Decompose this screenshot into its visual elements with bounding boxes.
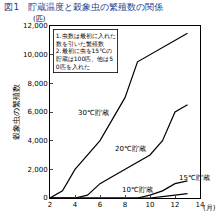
svg-text:20℃貯蔵: 20℃貯蔵 (115, 145, 146, 153)
svg-text:図1 貯蔵温度と穀象虫の繁殖数の関係: 図1 貯蔵温度と穀象虫の繁殖数の関係 (4, 2, 163, 12)
svg-text:12,000: 12,000 (23, 22, 48, 30)
svg-text:10,000: 10,000 (23, 51, 48, 59)
svg-text:8,000: 8,000 (28, 80, 48, 88)
svg-text:穀象虫の繁殖数: 穀象虫の繁殖数 (12, 84, 21, 140)
svg-text:2,000: 2,000 (28, 166, 48, 174)
svg-text:(匹): (匹) (33, 15, 46, 23)
svg-text:10℃貯蔵: 10℃貯蔵 (122, 186, 153, 194)
svg-text:6: 6 (98, 201, 103, 209)
svg-text:(月): (月) (203, 204, 216, 212)
svg-text:4: 4 (73, 201, 78, 209)
svg-text:2: 2 (48, 201, 52, 209)
svg-text:0: 0 (43, 194, 47, 202)
svg-text:6,000: 6,000 (28, 108, 48, 116)
svg-text:4,000: 4,000 (28, 137, 48, 145)
svg-text:15℃貯蔵: 15℃貯蔵 (179, 174, 210, 182)
svg-text:1.虫数は最初に入れた数を引いた繁殖数2.最初に虫を15℃の: 1.虫数は最初に入れた数を引いた繁殖数2.最初に虫を15℃の貯蔵は100匹、他は… (56, 32, 116, 70)
svg-text:14: 14 (196, 201, 205, 209)
svg-text:8: 8 (123, 201, 127, 209)
svg-text:12: 12 (171, 201, 180, 209)
svg-text:30℃貯蔵: 30℃貯蔵 (78, 109, 109, 117)
svg-text:10: 10 (146, 201, 155, 209)
